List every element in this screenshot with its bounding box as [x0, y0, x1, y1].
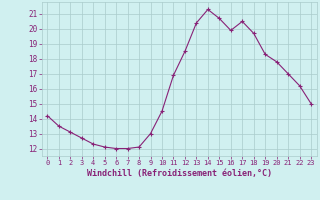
- X-axis label: Windchill (Refroidissement éolien,°C): Windchill (Refroidissement éolien,°C): [87, 169, 272, 178]
